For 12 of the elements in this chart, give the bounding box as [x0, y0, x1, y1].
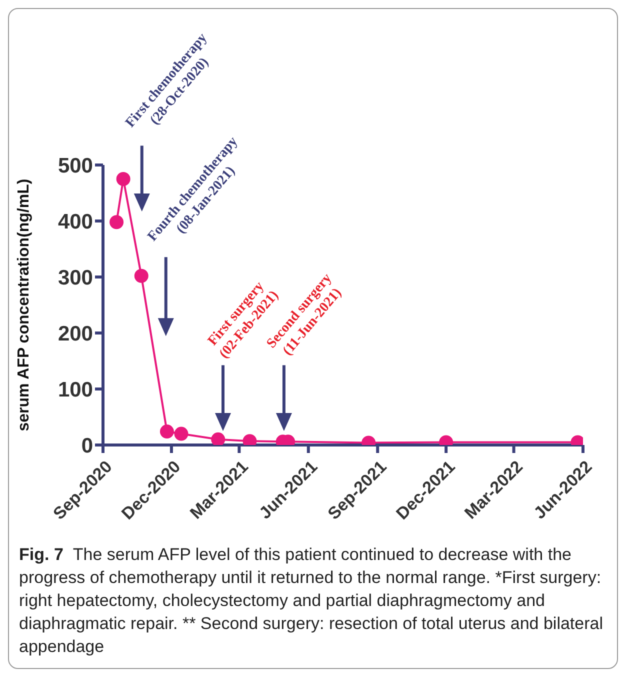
- y-tick-label: 500: [58, 154, 93, 178]
- y-axis-title: serum AFP concentration(ng/mL): [16, 178, 33, 432]
- point: [116, 172, 130, 186]
- y-tick-label: 0: [81, 434, 93, 458]
- point: [134, 268, 148, 283]
- point: [211, 432, 226, 445]
- caption: Fig. 7 The serum AFP level of this patient continued to decrease with the progress of chemotherapy until it returned to the normal range. *First surgery: right hepatectomy, cholecystectomy and partial diaphragmectomy and diaphragmatic repair. ** Second surgery: resection of total uterus and bilateral appendage: [18, 544, 604, 658]
- y-tick-label: 300: [58, 266, 93, 290]
- point: [110, 215, 124, 230]
- y-tick-label: 100: [58, 378, 93, 402]
- y-tick-label: 400: [58, 210, 93, 234]
- y-tick-label: 200: [58, 322, 93, 346]
